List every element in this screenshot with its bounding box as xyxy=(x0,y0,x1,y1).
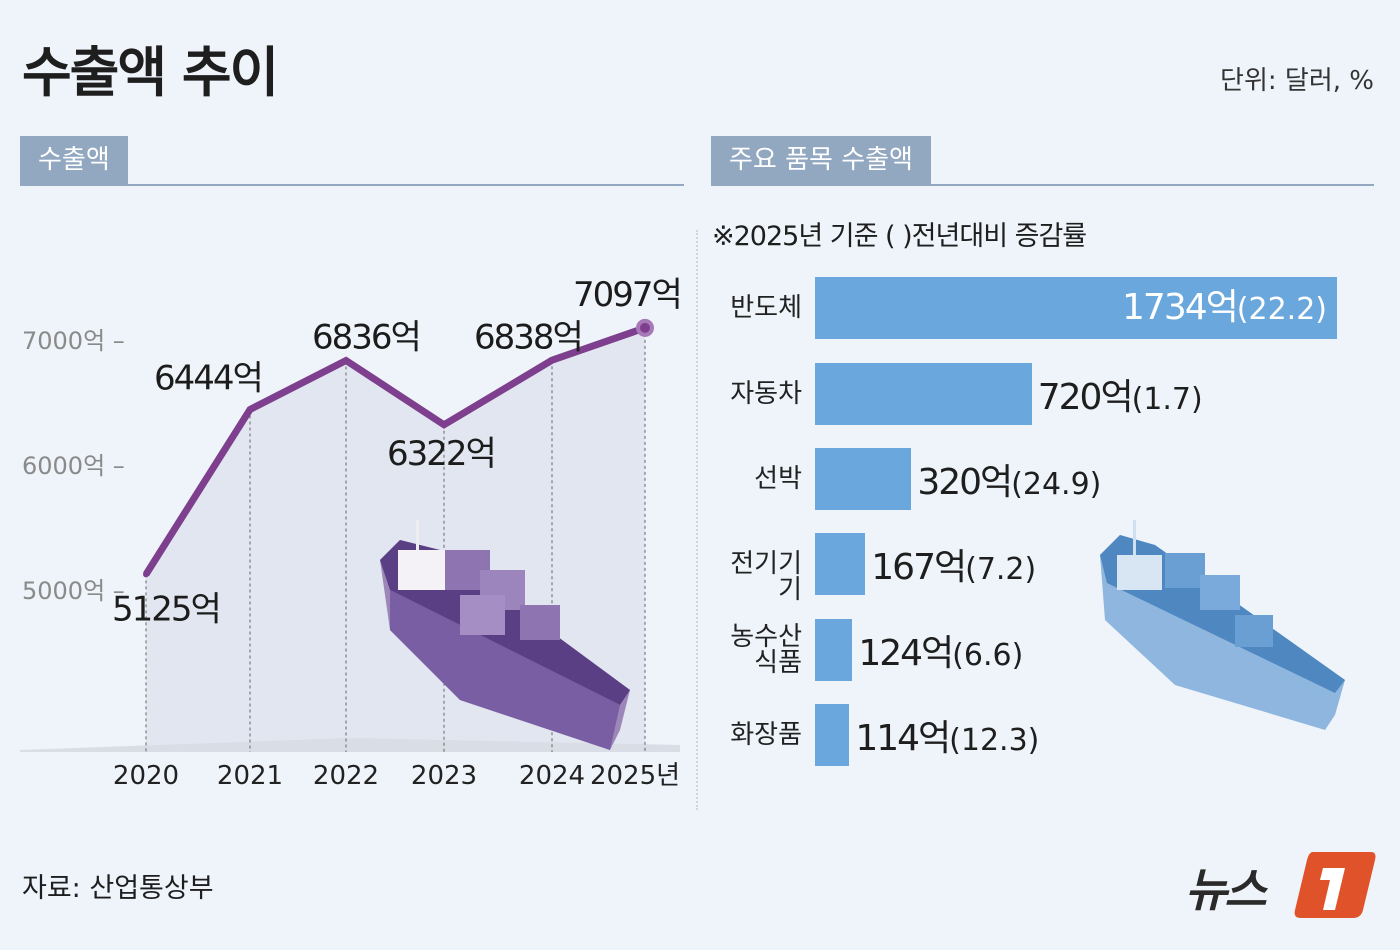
bar-value-label: 124억(6.6) xyxy=(858,623,1023,687)
container xyxy=(460,595,505,635)
bar xyxy=(815,277,1337,339)
data-point xyxy=(640,322,650,333)
bar-value: 124억 xyxy=(858,633,954,674)
bar-value: 167억 xyxy=(871,547,967,588)
bar-change: (12.3) xyxy=(949,723,1040,758)
bar-category-label: 화장품 xyxy=(730,720,802,750)
ship-side xyxy=(390,590,620,750)
bar-category-label: 자동차 xyxy=(730,379,802,409)
data-label: 6444억 xyxy=(154,359,262,399)
x-tick-label: 2022 xyxy=(313,761,379,791)
x-tick-label: 2025년 xyxy=(590,761,680,791)
bar-change: (24.9) xyxy=(1011,467,1102,502)
x-tick-label: 2023 xyxy=(411,761,477,791)
container xyxy=(1200,575,1240,610)
data-label: 7097억 xyxy=(573,275,681,315)
x-tick-label: 2020 xyxy=(113,761,179,791)
y-tick-label: 5000억 – xyxy=(22,577,125,605)
data-point xyxy=(441,421,447,428)
bar-category-label: 선박 xyxy=(754,464,802,494)
ground-shadow xyxy=(20,738,680,752)
data-label: 6838억 xyxy=(474,317,582,357)
bar-value: 1734억 xyxy=(1122,287,1239,328)
data-label: 6322억 xyxy=(387,434,495,474)
section-tab-export: 수출액 xyxy=(20,136,128,184)
data-point xyxy=(343,357,349,364)
news1-logo: 뉴스 xyxy=(1185,848,1380,920)
bar-change: (6.6) xyxy=(952,638,1024,673)
chart-note: ※2025년 기준 ( )전년대비 증감률 xyxy=(712,221,1087,252)
bar xyxy=(815,619,853,681)
bar-value: 720억 xyxy=(1037,377,1134,418)
ship-bridge xyxy=(398,550,448,590)
data-point xyxy=(143,571,149,578)
bar-change: (1.7) xyxy=(1131,382,1203,417)
bar-category-label: 농수산 식품 xyxy=(730,622,802,678)
line-chart: 5000억 – 6000억 – 7000억 – 5125억 6444억 6836억 6322… xyxy=(20,275,683,791)
ship-illustration xyxy=(1100,520,1345,730)
bar-value-label: 1734억(22.2) xyxy=(1122,277,1327,341)
bar xyxy=(815,363,1032,425)
page-title: 수출액 추이 xyxy=(22,41,279,104)
bar-value-label: 167억(7.2) xyxy=(871,537,1036,601)
y-tick-label: 7000억 – xyxy=(22,327,125,355)
ship-bridge xyxy=(1117,555,1162,590)
section-divider xyxy=(20,184,684,186)
section-divider xyxy=(711,184,1374,186)
x-tick-label: 2024 xyxy=(519,761,585,791)
bar xyxy=(815,448,912,510)
bar-value: 320억 xyxy=(917,462,1013,503)
logo-mark-icon xyxy=(1294,852,1376,918)
container xyxy=(1165,553,1205,588)
ship-illustration xyxy=(380,520,630,750)
data-point xyxy=(549,357,555,364)
bar-value: 114억 xyxy=(855,718,951,759)
bar xyxy=(815,533,866,595)
container xyxy=(520,605,560,640)
container xyxy=(1235,615,1273,647)
bar-category-label: 전기기기 xyxy=(730,549,802,605)
unit-label: 단위: 달러, % xyxy=(1220,66,1374,96)
data-label: 6836억 xyxy=(312,318,420,358)
section-tab-items: 주요 품목 수출액 xyxy=(711,136,931,184)
bar-value-label: 720억(1.7) xyxy=(1038,367,1203,431)
x-tick-label: 2021 xyxy=(217,761,283,791)
data-label: 5125억 xyxy=(112,589,220,629)
panel-divider xyxy=(696,230,698,810)
bar xyxy=(815,704,850,766)
bar-change: (7.2) xyxy=(965,552,1037,587)
bar-value-label: 320억(24.9) xyxy=(917,452,1101,516)
data-point xyxy=(247,406,253,413)
source-label: 자료: 산업통상부 xyxy=(22,873,214,904)
bar-change: (22.2) xyxy=(1236,292,1327,327)
y-tick-label: 6000억 – xyxy=(22,452,125,480)
ship-mast xyxy=(1133,520,1136,555)
bar-category-label: 반도체 xyxy=(730,293,802,323)
ship-mast xyxy=(416,520,419,550)
logo-text: 뉴스 xyxy=(1185,863,1267,917)
series-line xyxy=(143,324,647,577)
bar-value-label: 114억(12.3) xyxy=(855,708,1039,772)
